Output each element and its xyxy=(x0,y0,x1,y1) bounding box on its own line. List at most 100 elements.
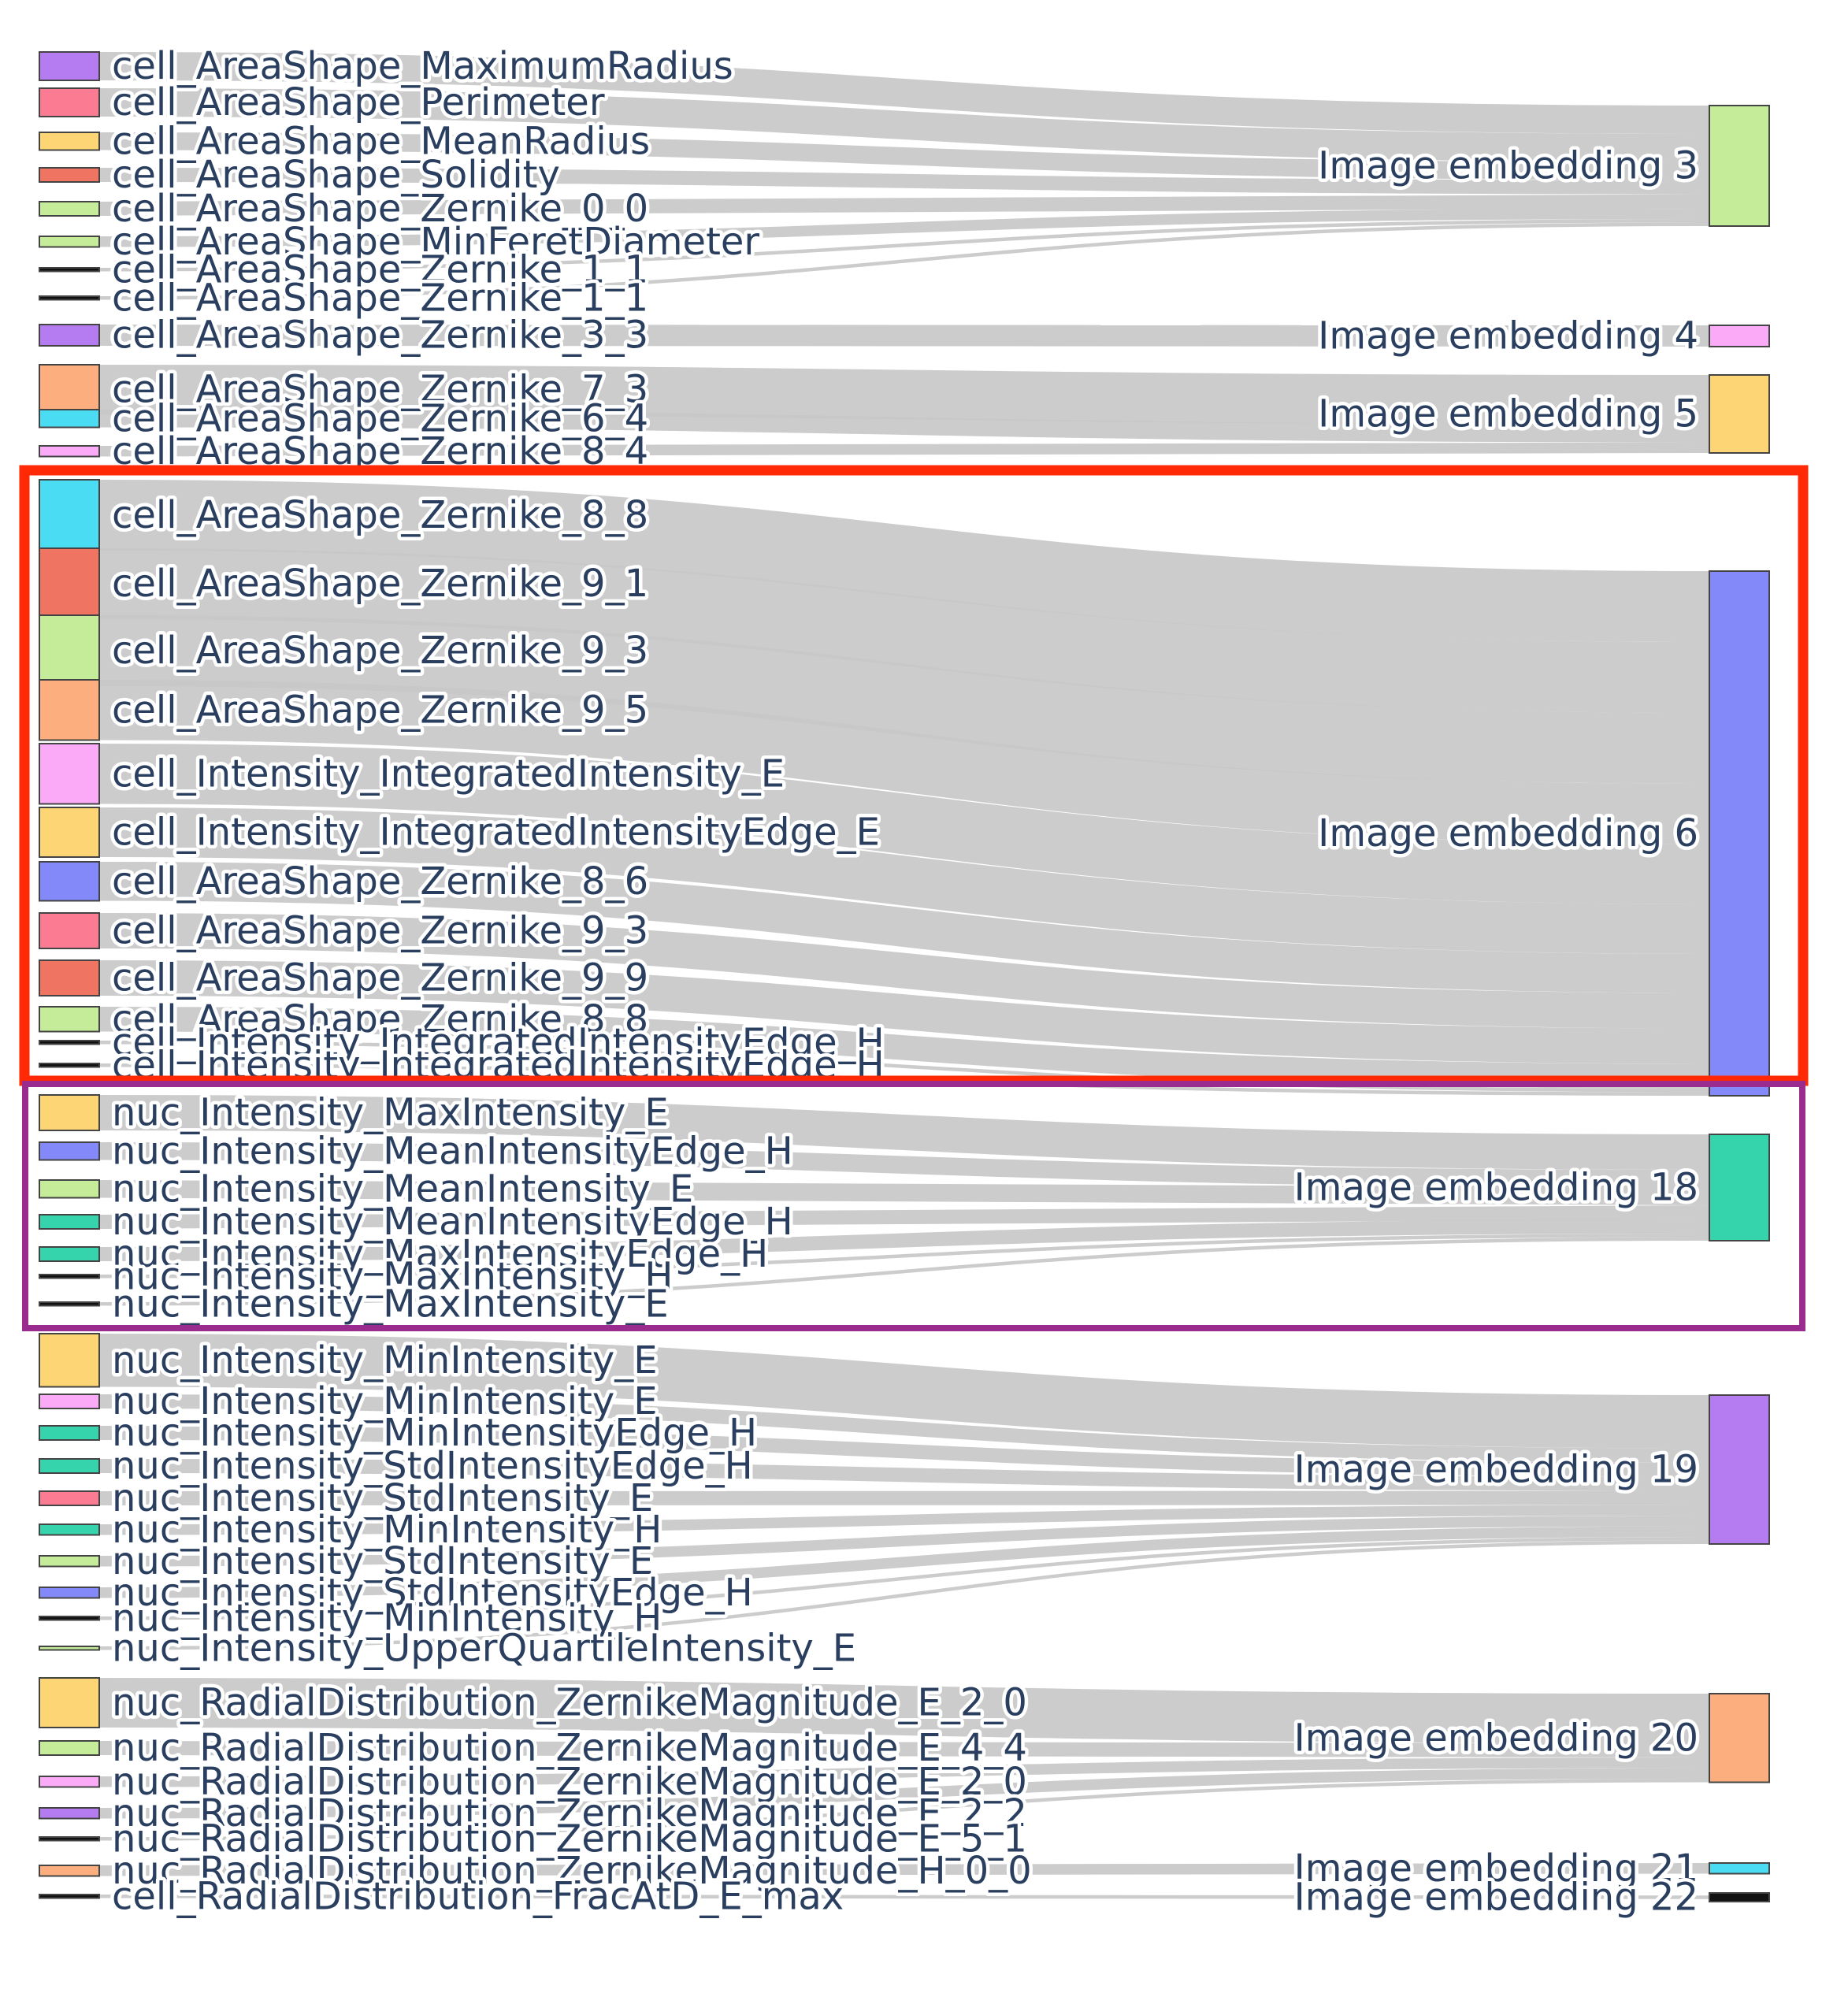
target-label-t22: Image embedding 22 xyxy=(1294,1876,1698,1920)
source-label-s7: cell_AreaShape_Zernike_1_1 xyxy=(112,276,648,320)
flow-link-s14-t6 xyxy=(98,615,1710,784)
source-node-s33 xyxy=(39,1425,100,1441)
target-node-t22 xyxy=(1709,1892,1770,1902)
source-node-s13 xyxy=(39,547,100,620)
flow-link-s4-t3 xyxy=(98,194,1710,216)
source-node-s9 xyxy=(39,364,100,415)
source-label-s32: nuc_Intensity_MinIntensity_E xyxy=(112,1379,658,1423)
flow-link-s20-t6 xyxy=(98,960,1710,1064)
source-node-s2 xyxy=(39,132,100,151)
source-label-s9: cell_AreaShape_Zernike_7_3 xyxy=(112,368,648,412)
target-node-t4 xyxy=(1709,325,1770,347)
source-node-s30 xyxy=(39,1301,100,1307)
source-node-s14 xyxy=(39,614,100,687)
flow-link-s12-t6 xyxy=(98,480,1710,642)
source-node-s34 xyxy=(39,1458,100,1474)
source-node-s25 xyxy=(39,1141,100,1161)
flow-link-s35-t19 xyxy=(98,1490,1710,1505)
flow-link-s26-t18 xyxy=(98,1180,1710,1205)
source-node-s7 xyxy=(39,295,100,301)
flow-link-s16-t6 xyxy=(98,744,1710,904)
source-label-s0: cell_AreaShape_MaximumRadius xyxy=(112,44,733,88)
target-label-t18: Image embedding 18 xyxy=(1294,1166,1698,1210)
flow-link-s15-t6 xyxy=(98,680,1710,844)
flow-link-s3-t3 xyxy=(98,168,1710,195)
source-node-s37 xyxy=(39,1555,100,1568)
flow-link-s5-t3 xyxy=(98,208,1710,247)
source-node-s12 xyxy=(39,479,100,551)
target-label-t21: Image embedding 21 xyxy=(1294,1846,1698,1891)
source-node-s35 xyxy=(39,1490,100,1506)
source-node-s18 xyxy=(39,861,100,902)
source-node-s42 xyxy=(39,1740,100,1756)
flow-link-s2-t3 xyxy=(98,132,1710,180)
source-label-s19: cell_AreaShape_Zernike_9_3 xyxy=(112,909,648,953)
source-node-s5 xyxy=(39,236,100,248)
source-label-s33: nuc_Intensity_MinIntensityEdge_H xyxy=(112,1411,757,1455)
source-node-s47 xyxy=(39,1894,100,1899)
source-label-s45: nuc_RadialDistribution_ZernikeMagnitude_… xyxy=(112,1817,1027,1861)
source-node-s3 xyxy=(39,167,100,183)
flow-link-s28-t18 xyxy=(98,1219,1710,1261)
flow-link-s6-t3 xyxy=(98,219,1710,272)
flow-link-s47-t22 xyxy=(98,1895,1710,1899)
target-node-t3 xyxy=(1709,105,1770,227)
source-label-s3: cell_AreaShape_Solidity xyxy=(112,153,560,197)
target-node-t21 xyxy=(1709,1862,1770,1875)
source-label-s20: cell_AreaShape_Zernike_9_9 xyxy=(112,956,648,1000)
source-label-s25: nuc_Intensity_MeanIntensityEdge_H xyxy=(112,1129,793,1173)
target-node-t5 xyxy=(1709,374,1770,454)
target-label-t19: Image embedding 19 xyxy=(1294,1448,1698,1492)
source-node-s6 xyxy=(39,267,100,273)
flow-link-s10-t5 xyxy=(98,410,1710,443)
source-label-s21: cell_AreaShape_Zernike_8_8 xyxy=(112,997,648,1041)
source-node-s43 xyxy=(39,1776,100,1788)
target-label-t4: Image embedding 4 xyxy=(1318,314,1698,358)
source-node-s23 xyxy=(39,1063,100,1068)
flow-link-s44-t20 xyxy=(98,1768,1710,1819)
flow-link-s31-t19 xyxy=(98,1334,1710,1449)
source-node-s29 xyxy=(39,1274,100,1279)
source-node-s26 xyxy=(39,1179,100,1199)
target-node-t6 xyxy=(1709,570,1770,1097)
flow-link-s25-t18 xyxy=(98,1142,1710,1188)
target-label-t5: Image embedding 5 xyxy=(1318,392,1698,436)
source-node-s45 xyxy=(39,1836,100,1842)
source-node-s28 xyxy=(39,1246,100,1262)
flow-link-s19-t6 xyxy=(98,913,1710,1029)
source-node-s19 xyxy=(39,912,100,949)
source-label-s42: nuc_RadialDistribution_ZernikeMagnitude_… xyxy=(112,1726,1027,1770)
source-label-s30: nuc_Intensity_MaxIntensity_E xyxy=(112,1282,669,1326)
flow-link-s1-t3 xyxy=(98,88,1710,162)
source-node-s11 xyxy=(39,445,100,458)
source-label-s43: nuc_RadialDistribution_ZernikeMagnitude_… xyxy=(112,1760,1027,1804)
flow-link-s24-t18 xyxy=(98,1095,1710,1170)
source-node-s20 xyxy=(39,959,100,996)
source-label-s39: nuc_Intensity_MinIntensity_H xyxy=(112,1596,662,1640)
flow-link-s17-t6 xyxy=(98,807,1710,954)
flow-link-s32-t19 xyxy=(98,1394,1710,1463)
flow-link-s18-t6 xyxy=(98,862,1710,993)
source-node-s8 xyxy=(39,324,100,347)
source-label-s47: cell_RadialDistribution_FracAtD_E_max xyxy=(112,1874,844,1918)
link-layer xyxy=(98,52,1710,1899)
source-label-s46: nuc_RadialDistribution_ZernikeMagnitude_… xyxy=(112,1849,1032,1893)
source-label-s34: nuc_Intensity_StdIntensityEdge_H xyxy=(112,1444,753,1488)
source-node-s21 xyxy=(39,1006,100,1033)
source-label-s10: cell_AreaShape_Zernike_6_4 xyxy=(112,396,648,440)
flow-link-s41-t20 xyxy=(98,1678,1710,1743)
flow-link-s46-t21 xyxy=(98,1863,1710,1876)
flow-link-s29-t18 xyxy=(98,1234,1710,1279)
flow-link-s37-t19 xyxy=(98,1516,1710,1567)
source-label-s31: nuc_Intensity_MinIntensity_E xyxy=(112,1338,658,1382)
source-label-s44: nuc_RadialDistribution_ZernikeMagnitude_… xyxy=(112,1791,1027,1835)
flow-link-s30-t18 xyxy=(98,1237,1710,1306)
source-label-s8: cell_AreaShape_Zernike_3_3 xyxy=(112,314,648,358)
source-node-s0 xyxy=(39,51,100,81)
source-node-s44 xyxy=(39,1807,100,1820)
source-label-s13: cell_AreaShape_Zernike_9_1 xyxy=(112,562,648,606)
flow-link-s39-t19 xyxy=(98,1537,1710,1620)
source-label-s5: cell_AreaShape_MinFeretDiameter xyxy=(112,220,759,264)
source-node-s38 xyxy=(39,1587,100,1599)
